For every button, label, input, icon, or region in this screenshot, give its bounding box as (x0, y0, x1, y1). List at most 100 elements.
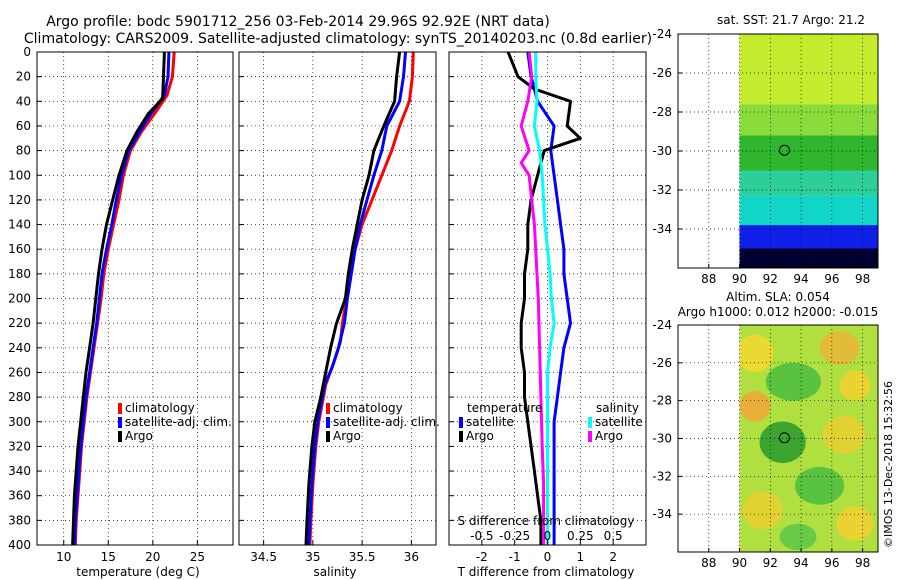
map-x-tick-label: 92 (763, 272, 778, 286)
x-tick-label: 35 (305, 550, 320, 564)
x-tick-label: 36 (404, 550, 419, 564)
temperature-panel: 10 15 20 25 0 20 40 60 80 100 120 140 160 180 200 220 24… (8, 45, 234, 564)
map-y-tick-label: -30 (652, 144, 672, 158)
series-line-satellite-adj-clim- (307, 51, 407, 546)
y-tick-label: 340 (8, 464, 31, 478)
map-y-tick-label: -24 (652, 27, 672, 41)
y-tick-label: 300 (8, 415, 31, 429)
map-x-tick-label: 96 (824, 272, 839, 286)
x-tick-label: 10 (56, 550, 71, 564)
legend-swatch (326, 431, 330, 442)
map-x-tick-label: 94 (793, 272, 808, 286)
s-diff-tick-label: 0 (544, 529, 552, 543)
sla-anomaly-patch (819, 330, 860, 365)
y-tick-label: 80 (16, 144, 31, 158)
series-line-temperature-argo (506, 51, 582, 545)
y-tick-label: 120 (8, 193, 31, 207)
series-line-argo (304, 51, 402, 546)
x-tick-label: 2 (609, 550, 617, 564)
legend-label: Argo (595, 429, 623, 443)
y-tick-label: 40 (16, 94, 31, 108)
y-tick-label: 60 (16, 119, 31, 133)
s-diff-tick-label: 0.5 (604, 529, 623, 543)
argo-location-marker (778, 432, 790, 444)
sst-band (739, 135, 878, 171)
y-tick-label: 200 (8, 292, 31, 306)
legend-temperature-title: temperature (467, 401, 542, 415)
map-x-tick-label: 92 (763, 556, 778, 570)
s-diff-tick-label: -0.5 (470, 529, 493, 543)
y-tick-label: 400 (8, 538, 31, 552)
y-tick-label: 160 (8, 242, 31, 256)
legend-swatch (118, 403, 122, 414)
map-x-tick-label: 90 (732, 556, 747, 570)
legend-swatch (588, 431, 592, 442)
x-tick-label: 20 (145, 550, 160, 564)
map-y-tick-label: -34 (652, 222, 672, 236)
y-tick-label: 0 (23, 45, 31, 59)
map-x-tick-label: 96 (824, 556, 839, 570)
map-field (739, 325, 878, 552)
legend-swatch (459, 431, 463, 442)
map-y-tick-label: -32 (652, 469, 672, 483)
x-tick-label: 15 (101, 550, 116, 564)
series-line-salinity-satellite (532, 52, 556, 545)
legend-swatch (459, 417, 463, 428)
sst-band (739, 195, 878, 226)
x-tick-label: 34.5 (250, 550, 277, 564)
map-y-tick-label: -28 (652, 394, 672, 408)
sla-anomaly-patch (739, 334, 774, 373)
plot-frame (36, 51, 234, 546)
sst-map: 88 90 92 94 96 98 -24 -26 -28 -30 -32 -34 (652, 27, 879, 286)
legend-label: Argo (333, 429, 361, 443)
y-tick-label: 320 (8, 439, 31, 453)
s-diff-tick-label: 0.25 (567, 529, 594, 543)
legend-label: satellite-adj. clim. (333, 415, 440, 429)
map-x-tick-label: 90 (732, 272, 747, 286)
y-tick-label: 280 (8, 390, 31, 404)
series-line-argo (71, 51, 166, 546)
y-tick-label: 360 (8, 489, 31, 503)
y-tick-label: 240 (8, 341, 31, 355)
legend-swatch (118, 417, 122, 428)
sst-band (739, 104, 878, 136)
y-tick-label: 220 (8, 316, 31, 330)
legend-salinity-title: salinity (596, 401, 639, 415)
plot-frame (238, 51, 437, 546)
sla-map-title-line-2: Argo h1000: 0.012 h2000: -0.015 (678, 305, 879, 319)
legend-label: satellite-adj. clim. (125, 415, 232, 429)
legend-label: Argo (466, 429, 494, 443)
y-tick-label: 140 (8, 218, 31, 232)
legend-swatch (118, 431, 122, 442)
series-line-salinity-argo (519, 51, 546, 545)
x-tick-label: 35.5 (349, 550, 376, 564)
map-field (739, 34, 878, 268)
legend-label: satellite (466, 415, 514, 429)
title-line-1: Argo profile: bodc 5901712_256 03-Feb-20… (46, 14, 550, 30)
legend-label: Argo (125, 429, 153, 443)
legend-label: satellite (595, 415, 643, 429)
title-line-2: Climatology: CARS2009. Satellite-adjuste… (24, 31, 652, 47)
sla-anomaly-patch (739, 391, 771, 422)
y-tick-label: 100 (8, 168, 31, 182)
legend-swatch (326, 417, 330, 428)
map-y-tick-label: -28 (652, 105, 672, 119)
sla-anomaly-patch (794, 466, 845, 505)
sla-map: 88 90 92 94 96 98 -24 -26 -28 -30 -32 -34 (652, 318, 879, 570)
map-y-tick-label: -30 (652, 432, 672, 446)
map-y-tick-label: -26 (652, 356, 672, 370)
sla-anomaly-patch (822, 415, 866, 454)
map-y-tick-label: -32 (652, 183, 672, 197)
y-tick-label: 180 (8, 267, 31, 281)
x-tick-label: 0 (544, 550, 552, 564)
y-tick-label: 260 (8, 365, 31, 379)
sst-band (739, 248, 878, 268)
temperature-axis-label: temperature (deg C) (76, 565, 199, 579)
sla-anomaly-patch (742, 491, 783, 530)
sst-map-title: sat. SST: 21.7 Argo: 21.2 (717, 13, 865, 27)
map-y-tick-label: -26 (652, 66, 672, 80)
map-x-tick-label: 98 (855, 556, 870, 570)
x-tick-label: 25 (190, 550, 205, 564)
series-line-temperature-satellite (526, 51, 572, 545)
